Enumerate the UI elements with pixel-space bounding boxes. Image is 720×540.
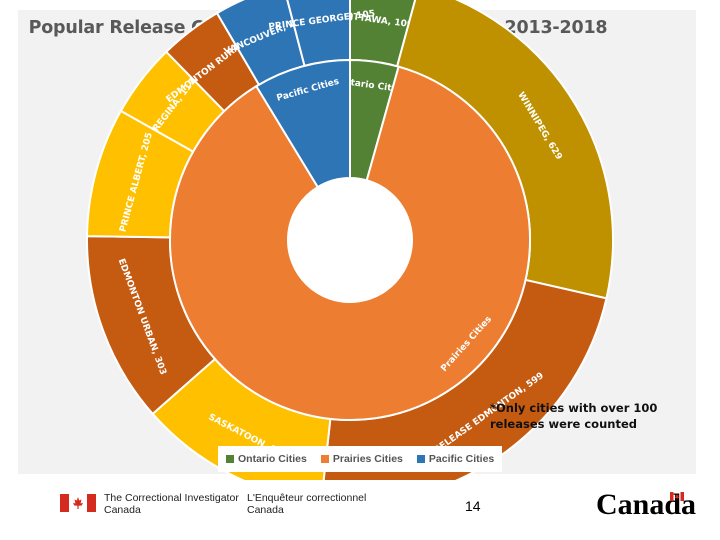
org-fr-line1: L'Enquêteur correctionnel (247, 492, 367, 504)
legend-label-pacific: Pacific Cities (428, 453, 495, 465)
legend-item-pacific: Pacific Cities (416, 453, 495, 465)
org-fr-line2: Canada (247, 504, 284, 516)
legend-swatch-ontario (226, 455, 234, 463)
legend-swatch-prairies (320, 455, 329, 463)
legend-label-prairies: Prairies Cities (332, 453, 403, 465)
org-en-line2: Canada (104, 504, 141, 516)
org-en-line1: The Correctional Investigator (104, 492, 239, 504)
chart-legend: Ontario Cities Prairies Cities Pacific C… (218, 446, 503, 472)
page-number: 14 (465, 498, 481, 514)
chart-annotation: *Only cities with over 100 releases were… (490, 401, 658, 431)
legend-item-prairies: Prairies Cities (320, 453, 403, 465)
legend-label-ontario: Ontario Cities (238, 453, 307, 465)
legend-swatch-pacific (416, 455, 425, 463)
canada-wordmark: Canada (596, 488, 697, 521)
footer: The Correctional Investigator Canada L'E… (0, 480, 720, 540)
donut-hole (288, 178, 412, 302)
wordmark-flag-icon (670, 492, 684, 501)
legend-item-ontario: Ontario Cities (226, 453, 307, 465)
org-name-english: The Correctional Investigator Canada (104, 492, 239, 516)
org-name-french: L'Enquêteur correctionnel Canada (247, 492, 366, 516)
canada-flag-icon (60, 494, 96, 512)
